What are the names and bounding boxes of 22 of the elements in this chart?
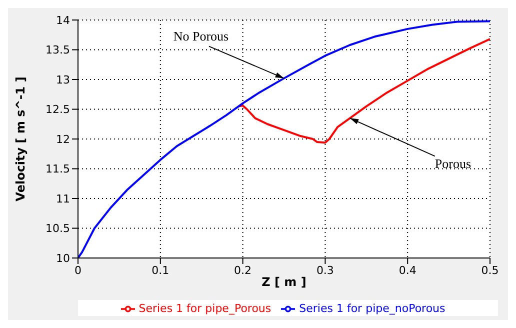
y-tick-label: 13.5 [46,44,70,57]
y-tick-label: 12.5 [46,103,70,116]
x-tick-label: 0.2 [234,264,252,277]
y-tick-label: 11.5 [46,162,70,176]
x-tick-label: 0.3 [316,264,334,277]
legend-label: Series 1 for pipe_noPorous [299,302,446,316]
y-tick-label: 13 [56,73,70,86]
y-tick-label: 11 [56,192,70,206]
x-tick-label: 0.4 [398,264,416,277]
x-tick-label: 0 [74,264,82,277]
annotation: Porous [434,156,472,172]
y-tick-label: 12 [56,132,70,146]
x-tick-label: 0.5 [481,264,499,277]
x-tick-label: 0.1 [152,264,170,277]
x-axis-title: Z [ m ] [262,275,306,289]
y-axis-title: Velocity [ m s^-1 ] [13,76,28,202]
annotation: No Porous [173,28,229,44]
y-tick-label: 14 [56,14,70,27]
y-tick-label: 10 [56,252,70,265]
legend-label: Series 1 for pipe_Porous [138,302,272,316]
y-tick-label: 10.5 [46,222,70,236]
line-series [238,38,490,144]
